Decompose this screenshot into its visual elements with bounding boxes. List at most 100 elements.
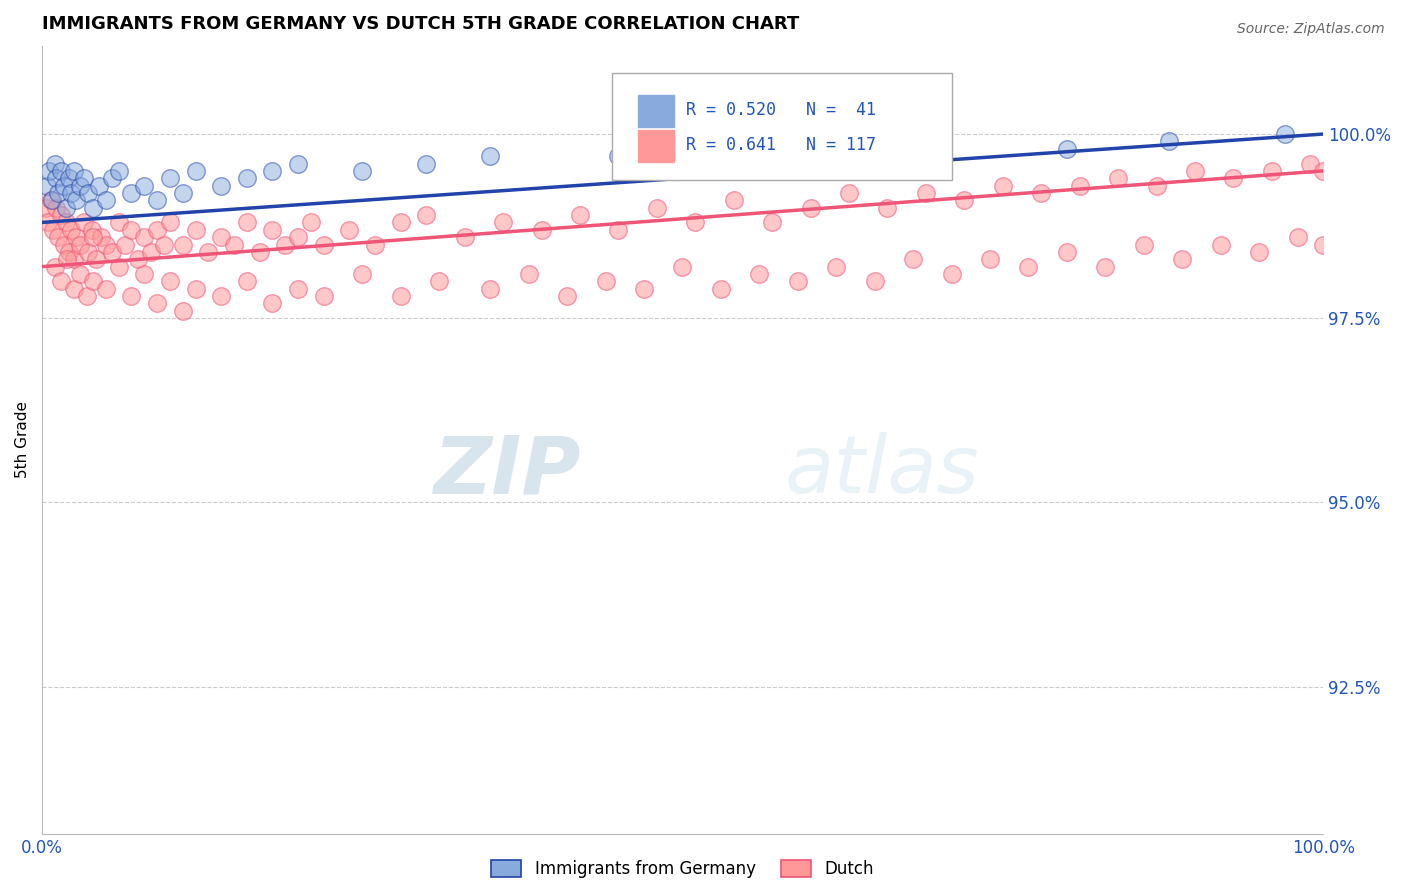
- Point: [645, 201, 668, 215]
- Point: [94, 282, 117, 296]
- Point: [262, 223, 284, 237]
- Point: [58, 171, 80, 186]
- Point: [928, 135, 950, 149]
- Point: [94, 237, 117, 252]
- Point: [146, 296, 169, 310]
- Point: [299, 215, 322, 229]
- Point: [530, 223, 553, 237]
- Point: [492, 215, 515, 229]
- Point: [364, 237, 387, 252]
- Point: [69, 267, 91, 281]
- Point: [1184, 164, 1206, 178]
- Point: [671, 260, 693, 274]
- Point: [63, 282, 86, 296]
- Point: [1299, 156, 1322, 170]
- Point: [44, 156, 66, 170]
- Point: [915, 186, 938, 200]
- Point: [49, 208, 72, 222]
- Point: [90, 230, 112, 244]
- Point: [69, 237, 91, 252]
- Point: [1312, 237, 1334, 252]
- Text: atlas: atlas: [785, 433, 980, 510]
- Point: [52, 237, 75, 252]
- Point: [389, 289, 412, 303]
- Point: [121, 223, 143, 237]
- Point: [287, 156, 309, 170]
- Point: [863, 274, 886, 288]
- Point: [52, 178, 75, 193]
- Point: [723, 194, 745, 208]
- Point: [209, 178, 232, 193]
- Point: [139, 244, 162, 259]
- Point: [1146, 178, 1168, 193]
- Point: [236, 171, 259, 186]
- Point: [134, 178, 156, 193]
- Point: [1312, 164, 1334, 178]
- Point: [352, 267, 374, 281]
- Point: [159, 171, 181, 186]
- Point: [48, 186, 70, 200]
- Point: [48, 230, 70, 244]
- Point: [127, 252, 149, 267]
- Point: [89, 178, 111, 193]
- Point: [1107, 171, 1129, 186]
- Point: [287, 230, 309, 244]
- Point: [901, 252, 924, 267]
- Point: [748, 267, 770, 281]
- Point: [49, 164, 72, 178]
- Text: R = 0.641   N = 117: R = 0.641 N = 117: [686, 136, 876, 154]
- Point: [84, 252, 107, 267]
- Y-axis label: 5th Grade: 5th Grade: [15, 401, 30, 478]
- Point: [152, 237, 174, 252]
- Point: [1056, 142, 1078, 156]
- Point: [427, 274, 450, 288]
- Point: [73, 215, 96, 229]
- Point: [800, 142, 823, 156]
- Point: [114, 237, 136, 252]
- Point: [1171, 252, 1194, 267]
- Text: Source: ZipAtlas.com: Source: ZipAtlas.com: [1237, 22, 1385, 37]
- Point: [517, 267, 540, 281]
- Point: [41, 194, 63, 208]
- Point: [94, 194, 117, 208]
- Point: [1209, 237, 1232, 252]
- Point: [415, 156, 437, 170]
- Point: [37, 215, 59, 229]
- Point: [38, 164, 60, 178]
- Bar: [638, 95, 673, 127]
- Point: [101, 244, 124, 259]
- Point: [172, 186, 194, 200]
- Point: [415, 208, 437, 222]
- Point: [1222, 171, 1244, 186]
- Point: [101, 171, 124, 186]
- Point: [107, 260, 129, 274]
- Point: [58, 244, 80, 259]
- Point: [56, 252, 79, 267]
- Text: IMMIGRANTS FROM GERMANY VS DUTCH 5TH GRADE CORRELATION CHART: IMMIGRANTS FROM GERMANY VS DUTCH 5TH GRA…: [42, 15, 799, 33]
- Point: [82, 274, 104, 288]
- Point: [65, 230, 87, 244]
- Point: [389, 215, 412, 229]
- Point: [825, 260, 848, 274]
- Point: [236, 274, 259, 288]
- Point: [63, 252, 86, 267]
- Point: [76, 289, 98, 303]
- Point: [1274, 127, 1296, 141]
- Point: [65, 194, 87, 208]
- Point: [352, 164, 374, 178]
- Point: [249, 244, 271, 259]
- Point: [979, 252, 1001, 267]
- Point: [1132, 237, 1154, 252]
- Point: [45, 201, 67, 215]
- Point: [77, 244, 100, 259]
- Point: [60, 186, 83, 200]
- Point: [607, 149, 630, 163]
- Point: [236, 215, 259, 229]
- Point: [49, 274, 72, 288]
- Point: [107, 215, 129, 229]
- Point: [121, 289, 143, 303]
- Point: [953, 194, 976, 208]
- Point: [39, 194, 62, 208]
- Point: [80, 223, 103, 237]
- Point: [800, 201, 823, 215]
